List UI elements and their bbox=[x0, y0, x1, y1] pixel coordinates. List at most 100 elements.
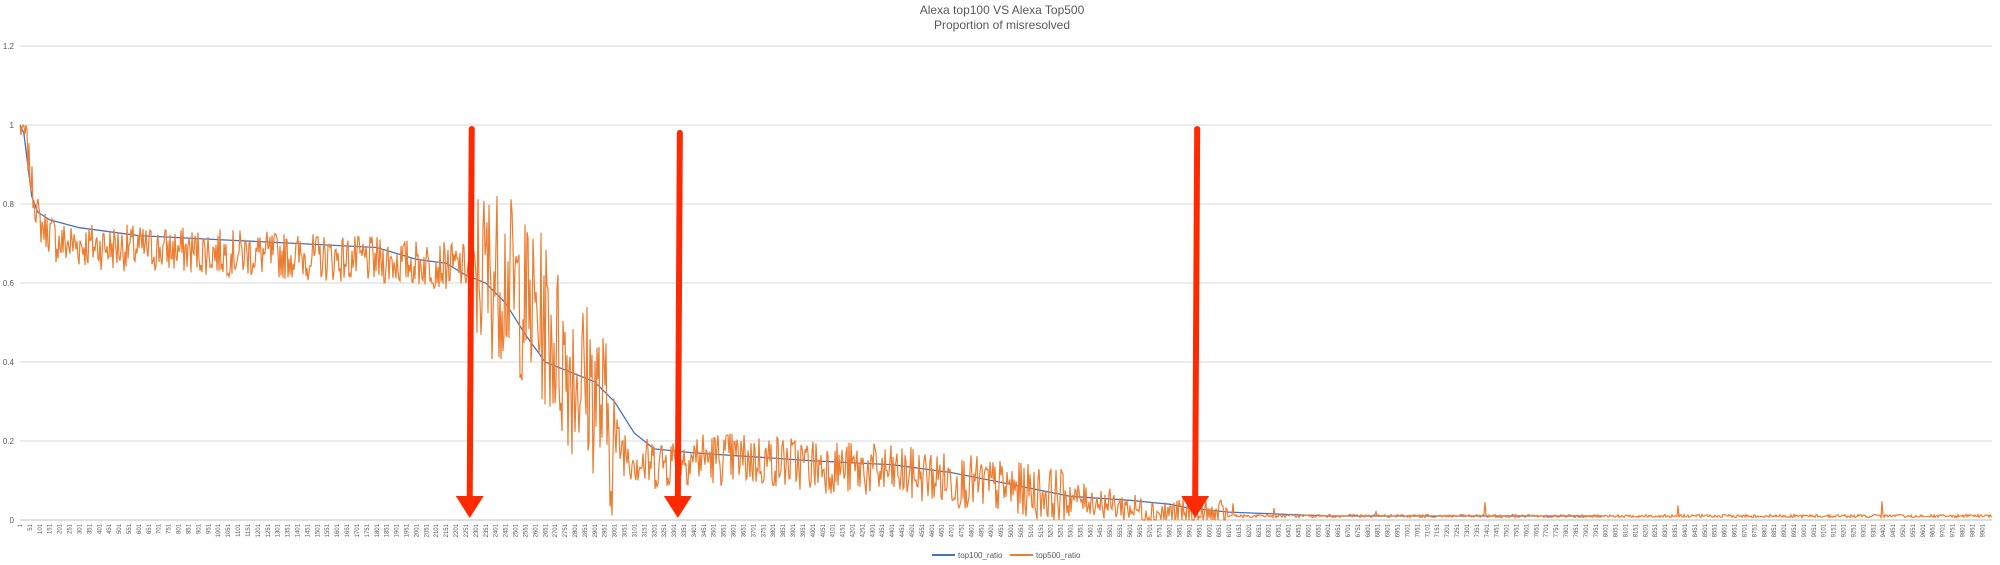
x-tick-label: 8451 bbox=[1693, 523, 1699, 537]
x-tick-label: 751 bbox=[167, 523, 173, 534]
x-tick-label: 4051 bbox=[821, 523, 827, 537]
x-tick-label: 3701 bbox=[751, 523, 757, 537]
x-tick-label: 3451 bbox=[702, 523, 708, 537]
x-tick-label: 1251 bbox=[266, 523, 272, 537]
x-tick-label: 6251 bbox=[1257, 523, 1263, 537]
x-tick-label: 4551 bbox=[920, 523, 926, 537]
x-tick-label: 5551 bbox=[1118, 523, 1124, 537]
x-tick-label: 7851 bbox=[1574, 523, 1580, 537]
x-tick-label: 5001 bbox=[1009, 523, 1015, 537]
x-tick-label: 6201 bbox=[1247, 523, 1253, 537]
x-tick-label: 2851 bbox=[583, 523, 589, 537]
x-tick-label: 1801 bbox=[375, 523, 381, 537]
x-tick-label: 8251 bbox=[1653, 523, 1659, 537]
x-axis-ticks: 1 51 101 151 201 251 301 351 401 451 501 551 601 651 7… bbox=[18, 523, 1986, 537]
x-tick-label: 9101 bbox=[1822, 523, 1828, 537]
x-tick-label: 5251 bbox=[1059, 523, 1065, 537]
x-tick-label: 5201 bbox=[1049, 523, 1055, 537]
x-tick-label: 3851 bbox=[781, 523, 787, 537]
x-tick-label: 4451 bbox=[900, 523, 906, 537]
x-tick-label: 451 bbox=[107, 523, 113, 534]
x-tick-label: 7601 bbox=[1524, 523, 1530, 537]
x-tick-label: 951 bbox=[206, 523, 212, 534]
x-tick-label: 5501 bbox=[1108, 523, 1114, 537]
x-tick-label: 9751 bbox=[1951, 523, 1957, 537]
x-tick-label: 351 bbox=[87, 523, 93, 534]
x-tick-label: 8751 bbox=[1752, 523, 1758, 537]
x-tick-label: 1351 bbox=[286, 523, 292, 537]
x-tick-label: 2551 bbox=[523, 523, 529, 537]
x-tick-label: 5151 bbox=[1039, 523, 1045, 537]
x-tick-label: 3901 bbox=[791, 523, 797, 537]
x-tick-label: 1151 bbox=[246, 523, 252, 537]
x-tick-label: 4801 bbox=[969, 523, 975, 537]
x-tick-label: 251 bbox=[68, 523, 74, 534]
x-tick-label: 6301 bbox=[1267, 523, 1273, 537]
y-axis-ticks: 0 0.2 0.4 0.6 0.8 1 1.2 bbox=[3, 42, 15, 525]
x-tick-label: 7351 bbox=[1475, 523, 1481, 537]
x-tick-label: 5051 bbox=[1019, 523, 1025, 537]
x-tick-label: 9301 bbox=[1861, 523, 1867, 537]
x-tick-label: 6051 bbox=[1217, 523, 1223, 537]
x-tick-label: 3051 bbox=[623, 523, 629, 537]
x-tick-label: 2951 bbox=[603, 523, 609, 537]
x-tick-label: 7201 bbox=[1445, 523, 1451, 537]
x-tick-label: 6651 bbox=[1336, 523, 1342, 537]
x-tick-label: 3401 bbox=[692, 523, 698, 537]
x-tick-label: 1101 bbox=[236, 523, 242, 537]
x-tick-label: 6751 bbox=[1356, 523, 1362, 537]
x-tick-label: 101 bbox=[38, 523, 44, 534]
x-tick-label: 9501 bbox=[1901, 523, 1907, 537]
x-tick-label: 6451 bbox=[1296, 523, 1302, 537]
x-tick-label: 1301 bbox=[276, 523, 282, 537]
x-tick-label: 401 bbox=[97, 523, 103, 534]
x-tick-label: 2251 bbox=[464, 523, 470, 537]
x-tick-label: 151 bbox=[48, 523, 54, 534]
x-tick-label: 7051 bbox=[1415, 523, 1421, 537]
x-tick-label: 5751 bbox=[1158, 523, 1164, 537]
series-lines bbox=[19, 123, 1993, 522]
x-tick-label: 7301 bbox=[1465, 523, 1471, 537]
x-tick-label: 3951 bbox=[801, 523, 807, 537]
x-tick-label: 9401 bbox=[1881, 523, 1887, 537]
x-tick-label: 7551 bbox=[1514, 523, 1520, 537]
x-tick-label: 6401 bbox=[1287, 523, 1293, 537]
x-tick-label: 7801 bbox=[1564, 523, 1570, 537]
x-tick-label: 8101 bbox=[1624, 523, 1630, 537]
x-tick-label: 2651 bbox=[543, 523, 549, 537]
x-tick-label: 5651 bbox=[1138, 523, 1144, 537]
legend-label-top100: top100_ratio bbox=[958, 551, 1003, 560]
x-tick-label: 1201 bbox=[256, 523, 262, 537]
x-tick-label: 601 bbox=[137, 523, 143, 534]
x-tick-label: 8301 bbox=[1663, 523, 1669, 537]
x-tick-label: 1701 bbox=[355, 523, 361, 537]
legend: top100_ratio top500_ratio bbox=[932, 551, 1081, 560]
x-tick-label: 5601 bbox=[1128, 523, 1134, 537]
x-tick-label: 3101 bbox=[632, 523, 638, 537]
x-tick-label: 6701 bbox=[1346, 523, 1352, 537]
x-tick-label: 2801 bbox=[573, 523, 579, 537]
x-tick-label: 6151 bbox=[1237, 523, 1243, 537]
annotation-arrow-head bbox=[663, 496, 692, 518]
x-tick-label: 9601 bbox=[1921, 523, 1927, 537]
x-tick-label: 4401 bbox=[890, 523, 896, 537]
x-tick-label: 1901 bbox=[395, 523, 401, 537]
x-tick-label: 5851 bbox=[1178, 523, 1184, 537]
x-tick-label: 1401 bbox=[295, 523, 301, 537]
x-tick-label: 1451 bbox=[305, 523, 311, 537]
x-tick-label: 4651 bbox=[940, 523, 946, 537]
x-tick-label: 3201 bbox=[652, 523, 658, 537]
x-tick-label: 8151 bbox=[1633, 523, 1639, 537]
x-tick-label: 9251 bbox=[1851, 523, 1857, 537]
x-tick-label: 5801 bbox=[1168, 523, 1174, 537]
x-tick-label: 3551 bbox=[722, 523, 728, 537]
x-tick-label: 9551 bbox=[1911, 523, 1917, 537]
x-tick-label: 9001 bbox=[1802, 523, 1808, 537]
x-tick-label: 7701 bbox=[1544, 523, 1550, 537]
x-tick-label: 551 bbox=[127, 523, 133, 534]
x-tick-label: 801 bbox=[177, 523, 183, 534]
x-tick-label: 8001 bbox=[1604, 523, 1610, 537]
x-tick-label: 3351 bbox=[682, 523, 688, 537]
x-tick-label: 8351 bbox=[1673, 523, 1679, 537]
x-tick-label: 7451 bbox=[1495, 523, 1501, 537]
